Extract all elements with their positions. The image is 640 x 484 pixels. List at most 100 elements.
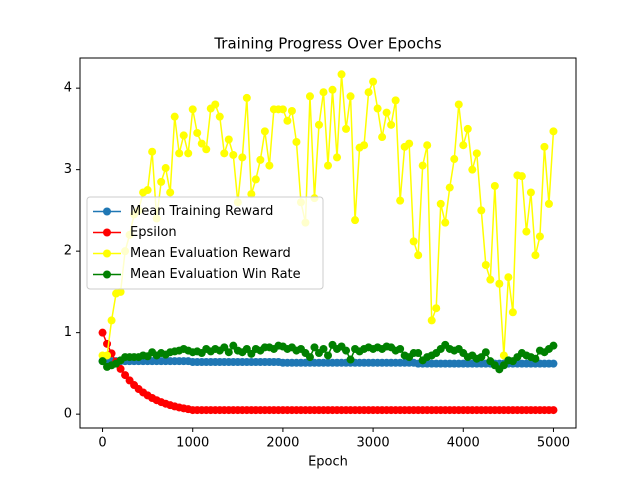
x-tick-label: 4000 [447,436,480,451]
series-marker [103,351,112,360]
x-tick-label: 5000 [537,436,570,451]
series-marker [346,355,355,364]
x-tick-label: 1000 [176,436,209,451]
series-marker [486,275,495,284]
series-marker [202,145,211,154]
series-marker [508,308,517,317]
series-marker [549,341,558,350]
series-marker [387,120,396,129]
series-marker [229,150,238,159]
series-marker [256,155,265,164]
series-marker [396,344,405,353]
series-marker [337,70,346,79]
series-marker [116,287,125,296]
series-marker [305,92,314,101]
series-marker [432,304,441,313]
series-marker [414,251,423,260]
series-marker [157,177,166,186]
series-marker [260,127,269,136]
series-marker [351,216,360,225]
series-marker [414,349,423,358]
series-marker [369,77,378,86]
series-marker [328,85,337,94]
series-marker [540,142,549,151]
series-marker [463,124,472,133]
series-marker [148,147,157,156]
series-marker [477,206,486,215]
series-marker [211,100,220,109]
x-tick-label: 0 [98,436,106,451]
legend-marker [103,270,111,279]
series-marker [220,149,229,158]
series-marker [549,406,558,415]
legend-label: Mean Training Reward [130,204,273,219]
series-marker [481,261,490,270]
series-marker [247,190,256,199]
series-marker [179,131,188,140]
series-marker [517,172,526,181]
y-tick-label: 4 [64,81,72,96]
series-marker [445,183,454,192]
series-marker [526,188,535,197]
series-marker [103,339,112,348]
legend-marker [103,207,111,216]
series-marker [188,105,197,114]
series-marker [175,149,184,158]
legend-marker [103,249,111,258]
series-marker [170,112,179,121]
series-marker [161,164,170,173]
series-marker [215,112,224,121]
series-marker [544,199,553,208]
series-marker [531,354,540,363]
series-marker [459,141,468,150]
legend-label: Epsilon [130,225,177,240]
series-marker [441,218,450,227]
y-tick-label: 2 [64,244,72,259]
series-marker [360,141,369,150]
series-marker [346,92,355,101]
series-marker [283,116,292,125]
series-marker [98,328,107,337]
series-marker [405,139,414,148]
series-marker [224,348,233,357]
series-marker [342,346,351,355]
series-marker [98,357,107,366]
legend-label: Mean Evaluation Reward [130,246,291,261]
series-marker [143,186,152,195]
series-marker [549,127,558,136]
series-marker [427,316,436,325]
series-marker [342,124,351,133]
series-marker [319,88,328,97]
series-marker [472,149,481,158]
series-marker [278,105,287,114]
series-marker [436,199,445,208]
series-marker [242,93,251,102]
series-marker [490,181,499,190]
series-marker [378,133,387,142]
series-marker [324,161,332,170]
series-marker [238,153,247,162]
series-marker [535,232,544,241]
series-marker [314,120,323,129]
series-marker [224,135,233,144]
series-marker [319,344,328,353]
series-marker [396,196,405,205]
series-marker [116,364,125,373]
series-marker [423,141,432,150]
series-marker [305,353,314,362]
series-marker [324,351,332,360]
x-tick-label: 3000 [357,436,390,451]
series-marker [292,137,301,146]
x-axis-label: Epoch [308,455,348,470]
series-marker [481,348,490,357]
series-marker [197,139,206,148]
y-tick-label: 0 [64,407,72,422]
series-marker [450,155,459,164]
series-marker [418,161,427,170]
legend-marker [103,228,111,237]
series-marker [391,96,400,105]
x-tick-label: 2000 [266,436,299,451]
series-marker [549,359,558,368]
series-marker [454,100,463,109]
